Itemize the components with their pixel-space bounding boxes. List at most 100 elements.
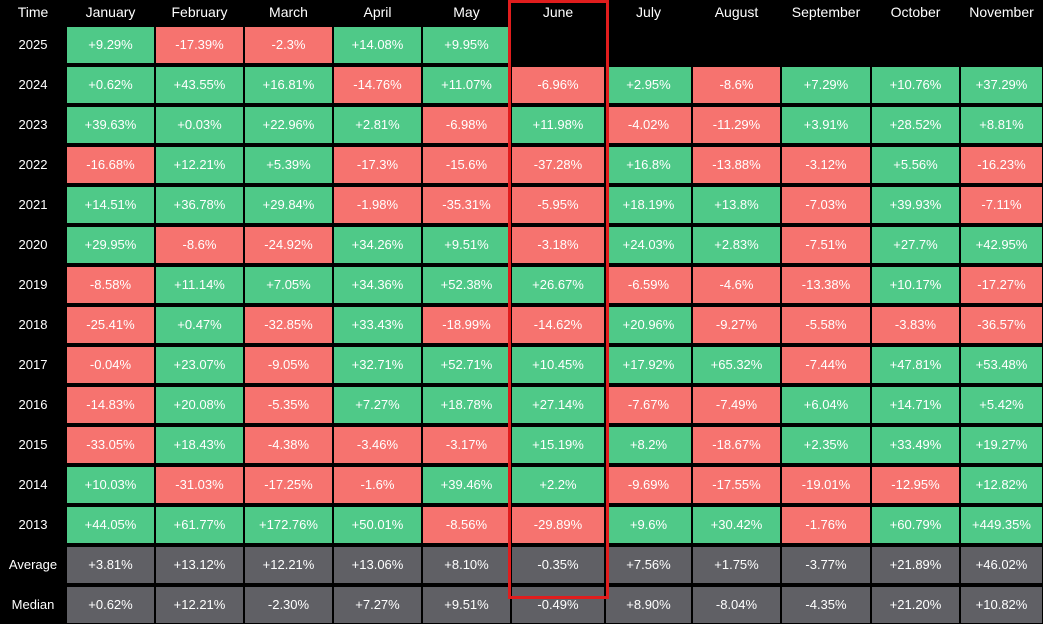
return-value: -8.6% bbox=[156, 227, 243, 263]
cell-2019-july: -6.59% bbox=[605, 264, 692, 304]
return-value: -16.23% bbox=[961, 147, 1042, 183]
cell-2023-november: +8.81% bbox=[960, 104, 1043, 144]
return-value: -25.41% bbox=[67, 307, 154, 343]
cell-median-january: +0.62% bbox=[66, 584, 155, 624]
return-value: +32.71% bbox=[334, 347, 421, 383]
cell-2016-october: +14.71% bbox=[871, 384, 960, 424]
column-header-september: September bbox=[791, 4, 861, 20]
cell-median-april: +7.27% bbox=[333, 584, 422, 624]
cell-average-march: +12.21% bbox=[244, 544, 333, 584]
return-value: -4.02% bbox=[606, 107, 691, 143]
header-row: Time January February March April May June Jul… bbox=[0, 0, 1043, 24]
return-value: +7.29% bbox=[782, 67, 870, 103]
return-value: +2.35% bbox=[782, 427, 870, 463]
cell-2016-september: +6.04% bbox=[781, 384, 871, 424]
return-value: +10.82% bbox=[961, 587, 1042, 623]
cell-2013-may: -8.56% bbox=[422, 504, 511, 544]
return-value: +33.43% bbox=[334, 307, 421, 343]
cell-average-january: +3.81% bbox=[66, 544, 155, 584]
return-value: -35.31% bbox=[423, 187, 510, 223]
row-label: Median bbox=[11, 596, 55, 612]
return-value: +15.19% bbox=[512, 427, 604, 463]
cell-2021-august: +13.8% bbox=[692, 184, 781, 224]
return-value: +5.39% bbox=[245, 147, 332, 183]
cell-2015-march: -4.38% bbox=[244, 424, 333, 464]
return-value: +10.76% bbox=[872, 67, 959, 103]
return-value: +33.49% bbox=[872, 427, 959, 463]
return-value: -8.58% bbox=[67, 267, 154, 303]
return-value: +12.82% bbox=[961, 467, 1042, 503]
cell-2020-september: -7.51% bbox=[781, 224, 871, 264]
return-value: -3.83% bbox=[872, 307, 959, 343]
year-row-2021: 2021 +14.51% +36.78% +29.84% -1.98% -35.31% -5… bbox=[0, 184, 1043, 224]
return-value: +7.56% bbox=[606, 547, 691, 583]
return-value: -14.76% bbox=[334, 67, 421, 103]
row-label: 2014 bbox=[18, 476, 48, 492]
return-value: -7.51% bbox=[782, 227, 870, 263]
cell-2019-may: +52.38% bbox=[422, 264, 511, 304]
return-value: -18.67% bbox=[693, 427, 780, 463]
cell-2022-september: -3.12% bbox=[781, 144, 871, 184]
return-value: -17.27% bbox=[961, 267, 1042, 303]
cell-2014-july: -9.69% bbox=[605, 464, 692, 504]
return-value: +18.43% bbox=[156, 427, 243, 463]
return-value: +27.14% bbox=[512, 387, 604, 423]
cell-median-november: +10.82% bbox=[960, 584, 1043, 624]
cell-2014-september: -19.01% bbox=[781, 464, 871, 504]
return-value: -0.49% bbox=[512, 587, 604, 623]
row-label: 2013 bbox=[18, 516, 48, 532]
cell-2018-july: +20.96% bbox=[605, 304, 692, 344]
cell-2017-may: +52.71% bbox=[422, 344, 511, 384]
return-value: +61.77% bbox=[156, 507, 243, 543]
cell-2014-april: -1.6% bbox=[333, 464, 422, 504]
cell-2019-october: +10.17% bbox=[871, 264, 960, 304]
return-value: +20.96% bbox=[606, 307, 691, 343]
return-value: -3.18% bbox=[512, 227, 604, 263]
cell-2023-february: +0.03% bbox=[155, 104, 244, 144]
column-header-february: February bbox=[171, 4, 228, 20]
cell-2020-march: -24.92% bbox=[244, 224, 333, 264]
row-label: 2018 bbox=[18, 316, 48, 332]
year-row-2019: 2019 -8.58% +11.14% +7.05% +34.36% +52.38% +26… bbox=[0, 264, 1043, 304]
cell-2020-april: +34.26% bbox=[333, 224, 422, 264]
return-value: +30.42% bbox=[693, 507, 780, 543]
cell-2022-april: -17.3% bbox=[333, 144, 422, 184]
return-value: -0.04% bbox=[67, 347, 154, 383]
cell-average-september: -3.77% bbox=[781, 544, 871, 584]
cell-2016-july: -7.67% bbox=[605, 384, 692, 424]
return-value: -7.44% bbox=[782, 347, 870, 383]
year-row-2023: 2023 +39.63% +0.03% +22.96% +2.81% -6.98% +11.… bbox=[0, 104, 1043, 144]
return-value: +14.08% bbox=[334, 27, 421, 63]
cell-2024-april: -14.76% bbox=[333, 64, 422, 104]
return-value: -13.38% bbox=[782, 267, 870, 303]
return-value: -9.27% bbox=[693, 307, 780, 343]
cell-2016-august: -7.49% bbox=[692, 384, 781, 424]
return-value: -15.6% bbox=[423, 147, 510, 183]
cell-2018-september: -5.58% bbox=[781, 304, 871, 344]
cell-2021-may: -35.31% bbox=[422, 184, 511, 224]
return-value: +2.83% bbox=[693, 227, 780, 263]
cell-2024-october: +10.76% bbox=[871, 64, 960, 104]
cell-2013-february: +61.77% bbox=[155, 504, 244, 544]
return-value: +10.45% bbox=[512, 347, 604, 383]
row-label: 2024 bbox=[18, 76, 48, 92]
column-header-november: November bbox=[969, 4, 1034, 20]
cell-2014-may: +39.46% bbox=[422, 464, 511, 504]
cell-2024-june: -6.96% bbox=[511, 64, 605, 104]
return-value: -14.62% bbox=[512, 307, 604, 343]
cell-2018-may: -18.99% bbox=[422, 304, 511, 344]
return-value: +19.27% bbox=[961, 427, 1042, 463]
return-value bbox=[872, 27, 959, 63]
return-value: -16.68% bbox=[67, 147, 154, 183]
return-value: -17.55% bbox=[693, 467, 780, 503]
return-value: +29.95% bbox=[67, 227, 154, 263]
cell-2021-january: +14.51% bbox=[66, 184, 155, 224]
return-value: +39.46% bbox=[423, 467, 510, 503]
cell-2020-november: +42.95% bbox=[960, 224, 1043, 264]
return-value: +53.48% bbox=[961, 347, 1042, 383]
year-row-2020: 2020 +29.95% -8.6% -24.92% +34.26% +9.51% -3.1… bbox=[0, 224, 1043, 264]
cell-2023-may: -6.98% bbox=[422, 104, 511, 144]
cell-2021-march: +29.84% bbox=[244, 184, 333, 224]
return-value: +60.79% bbox=[872, 507, 959, 543]
return-value: -33.05% bbox=[67, 427, 154, 463]
